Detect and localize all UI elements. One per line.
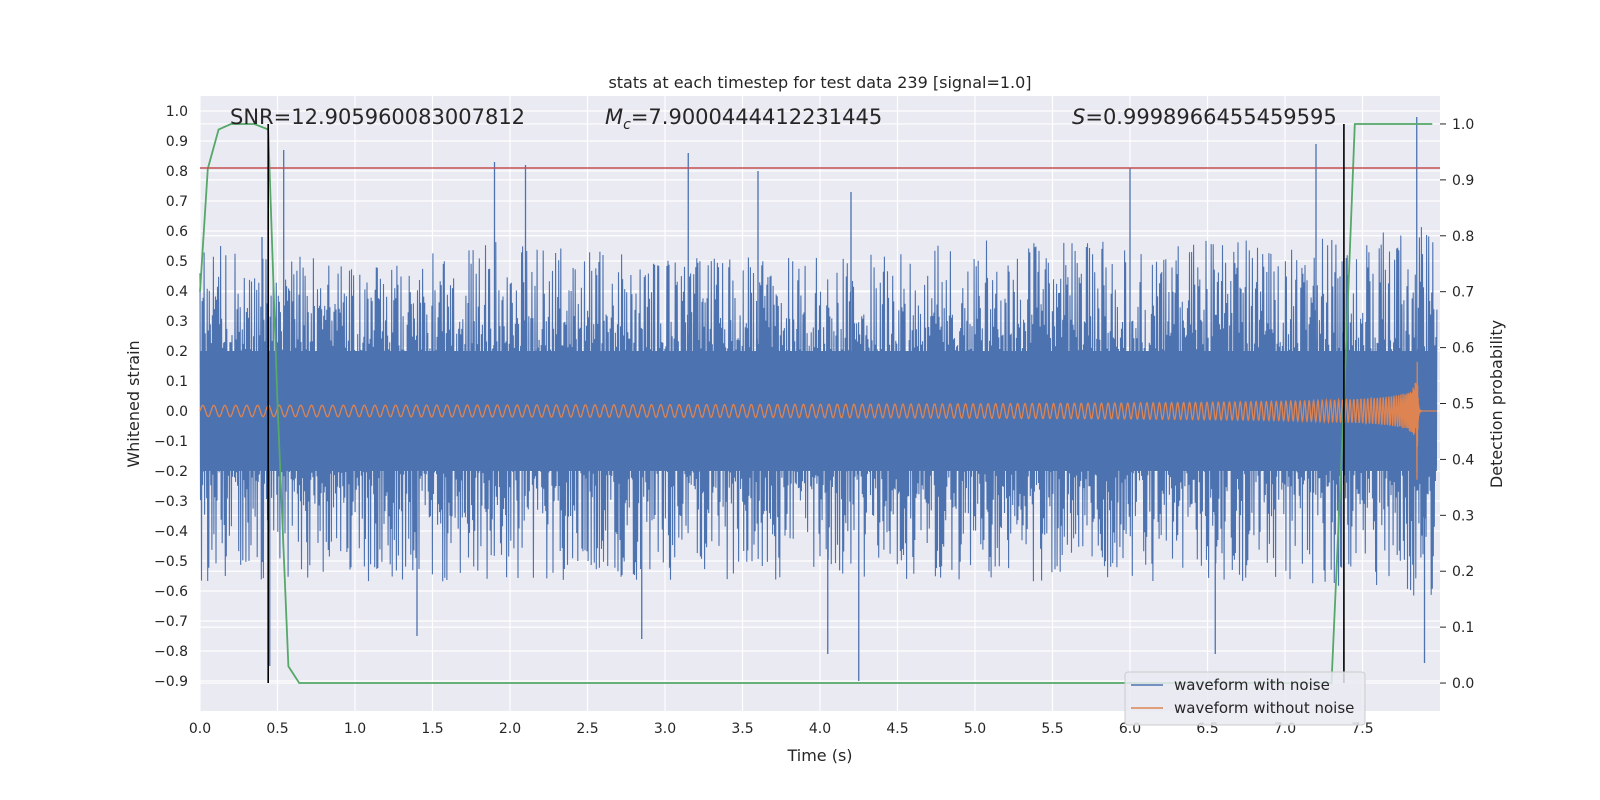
y-tick-label: 0.0 (166, 404, 188, 420)
y-tick-label: −0.7 (154, 614, 188, 630)
y-tick-label: −0.5 (154, 554, 188, 570)
y2-tick-label: 0.2 (1452, 564, 1474, 580)
x-tick-label: 5.5 (1041, 721, 1063, 737)
probability-curve (199, 123, 1433, 684)
y-tick-label: 0.4 (166, 284, 188, 300)
y2-tick-label: 0.7 (1452, 285, 1474, 301)
chart-title: stats at each timestep for test data 239… (608, 73, 1031, 92)
y-tick-label: 0.5 (166, 254, 188, 270)
y-tick-label: 0.1 (166, 374, 188, 390)
y2-tick-label: 0.8 (1452, 229, 1474, 245)
x-tick-label: 4.0 (809, 721, 831, 737)
y2-tick-label: 0.9 (1452, 173, 1474, 189)
x-tick-label: 4.5 (886, 721, 908, 737)
y-tick-label: −0.4 (154, 524, 188, 540)
y2-tick-label: 0.0 (1452, 676, 1474, 692)
y2-axis-label: Detection probability (1487, 320, 1506, 488)
x-tick-label: 2.5 (576, 721, 598, 737)
snr-annotation: SNR=12.905960083007812 (230, 105, 525, 129)
y2-axis: 1.0 0.9 0.8 0.7 0.6 0.5 0.4 0.3 0.2 0.1 0.0 (1440, 117, 1474, 692)
x-axis: 0.0 0.5 1.0 1.5 2.0 2.5 3.0 3.5 4.0 4.5 5.0 5.5 6.0 6… (189, 721, 1374, 737)
x-axis-label: Time (s) (786, 746, 852, 765)
x-tick-label: 0.0 (189, 721, 211, 737)
legend-label-clean: waveform without noise (1174, 699, 1354, 717)
y-tick-label: −0.2 (154, 464, 188, 480)
y-tick-label: 0.9 (166, 134, 188, 150)
clean-trace (199, 361, 1437, 480)
y2-tick-label: 0.3 (1452, 508, 1474, 524)
y-tick-label: −0.3 (154, 494, 188, 510)
clean-waveform (199, 361, 1437, 480)
y-tick-label: −0.1 (154, 434, 188, 450)
x-tick-label: 3.5 (731, 721, 753, 737)
legend-box (1124, 671, 1366, 726)
probability-trace (199, 123, 1433, 684)
y2-tick-label: 0.1 (1452, 620, 1474, 636)
y-tick-label: 0.6 (166, 224, 188, 240)
x-tick-label: 1.0 (344, 721, 366, 737)
score-annotation: S=0.9998966455459595 (1072, 105, 1337, 129)
x-tick-label: 0.5 (266, 721, 288, 737)
y-tick-label: 1.0 (166, 104, 188, 120)
x-tick-label: 3.0 (654, 721, 676, 737)
y-tick-label: −0.6 (154, 584, 188, 600)
legend-label-noise: waveform with noise (1174, 676, 1330, 694)
legend: waveform with noise waveform without noi… (1124, 671, 1366, 726)
y2-tick-label: 0.6 (1452, 341, 1474, 357)
y-tick-label: 0.2 (166, 344, 188, 360)
x-tick-label: 1.5 (421, 721, 443, 737)
y-axis: 1.0 0.9 0.8 0.7 0.6 0.5 0.4 0.3 0.2 0.1 0.0 −0.1 −0.… (154, 104, 188, 690)
y2-tick-label: 0.5 (1452, 397, 1474, 413)
y-axis-label: Whitened strain (124, 340, 143, 467)
chirp-mass-annotation: Mc=7.9000444412231445 (605, 105, 882, 133)
y-tick-label: 0.7 (166, 194, 188, 210)
y-tick-label: 0.8 (166, 164, 188, 180)
y-tick-label: −0.8 (154, 644, 188, 660)
x-tick-label: 5.0 (964, 721, 986, 737)
markers (200, 123, 1440, 684)
y2-tick-label: 1.0 (1452, 117, 1474, 133)
y2-tick-label: 0.4 (1452, 452, 1474, 468)
y-tick-label: −0.9 (154, 674, 188, 690)
x-tick-label: 2.0 (499, 721, 521, 737)
y-tick-label: 0.3 (166, 314, 188, 330)
